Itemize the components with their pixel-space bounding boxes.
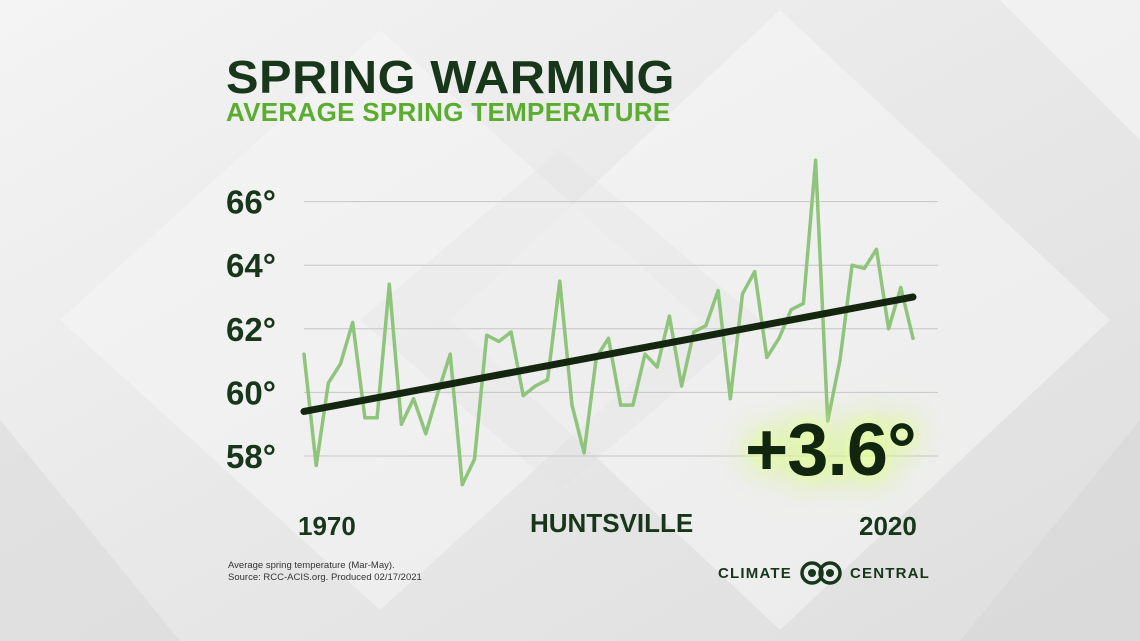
x-tick-label-start: 1970 [298,511,356,541]
data-point-1972 [326,381,330,385]
data-point-2010 [789,308,793,312]
data-point-1982 [448,352,452,356]
data-point-2011 [801,301,805,305]
brand-word-right: CENTRAL [849,564,931,582]
data-point-2000 [667,314,672,318]
footnote-line-1: Average spring temperature (Mar-May). [228,560,395,571]
data-point-2007 [753,269,757,274]
data-point-1977 [387,282,391,286]
data-point-1998 [643,352,647,356]
footnote-line-2: Source: RCC-ACIS.org. Produced 02/17/202… [228,572,422,583]
data-point-2018 [887,327,891,331]
y-tick-labels: 58° 60° 62° 64° 66° [226,184,276,475]
chart-subtitle: AVERAGE SPRING TEMPERATURE [226,97,671,127]
data-point-2017 [874,247,879,251]
climate-central-logo-icon [800,561,842,585]
y-tick-label: 66° [226,184,276,221]
data-point-1973 [338,362,343,366]
x-tick-label-end: 2020 [859,511,917,541]
y-tick-label: 60° [226,374,276,411]
trend-line [300,293,917,415]
data-point-2008 [765,355,769,360]
data-point-1975 [363,416,367,420]
data-point-1978 [399,422,404,426]
data-point-2002 [692,330,696,334]
data-point-2013 [826,419,830,423]
data-point-1985 [485,333,489,337]
location-label: HUNTSVILLE [530,508,693,538]
y-tick-label: 58° [226,438,276,475]
data-point-2009 [777,336,781,340]
data-point-1997 [631,403,635,407]
y-tick-label: 64° [226,247,276,284]
data-point-2014 [838,359,842,363]
brand-word-left: CLIMATE [718,564,792,582]
climate-central-brand: CLIMATE CENTRAL [718,561,930,585]
data-point-1970 [302,352,306,356]
temperature-change-callout: +3.6° [745,408,917,491]
data-point-1989 [533,384,538,388]
data-point-1980 [424,432,428,436]
data-point-2019 [899,285,903,290]
data-point-1981 [436,390,440,394]
data-point-2003 [704,324,708,328]
data-point-2005 [728,397,732,401]
data-point-2015 [850,263,854,267]
data-point-1983 [460,483,464,487]
data-point-1999 [655,365,659,369]
data-point-1990 [546,378,550,382]
chart-title: SPRING WARMING [226,51,675,103]
footnote: Average spring temperature (Mar-May). So… [228,560,422,584]
data-point-1988 [521,393,525,398]
data-point-1995 [606,336,611,340]
data-point-2012 [813,158,818,162]
data-point-1986 [497,339,501,344]
data-point-2006 [740,292,745,296]
data-point-1996 [619,403,623,407]
data-point-2004 [716,289,720,293]
data-point-1993 [582,451,586,455]
data-point-1974 [351,320,355,325]
data-point-2020 [911,336,915,340]
data-point-1984 [472,457,477,461]
y-tick-label: 62° [226,311,276,348]
data-point-1971 [314,463,318,468]
data-point-1987 [509,330,513,334]
data-point-1992 [570,403,574,407]
data-point-2001 [679,384,684,388]
data-point-1991 [558,279,562,283]
series-points [302,158,915,487]
data-point-2016 [862,266,866,270]
data-point-1976 [375,416,379,420]
data-point-1979 [412,397,416,401]
grid-lines [304,201,938,457]
